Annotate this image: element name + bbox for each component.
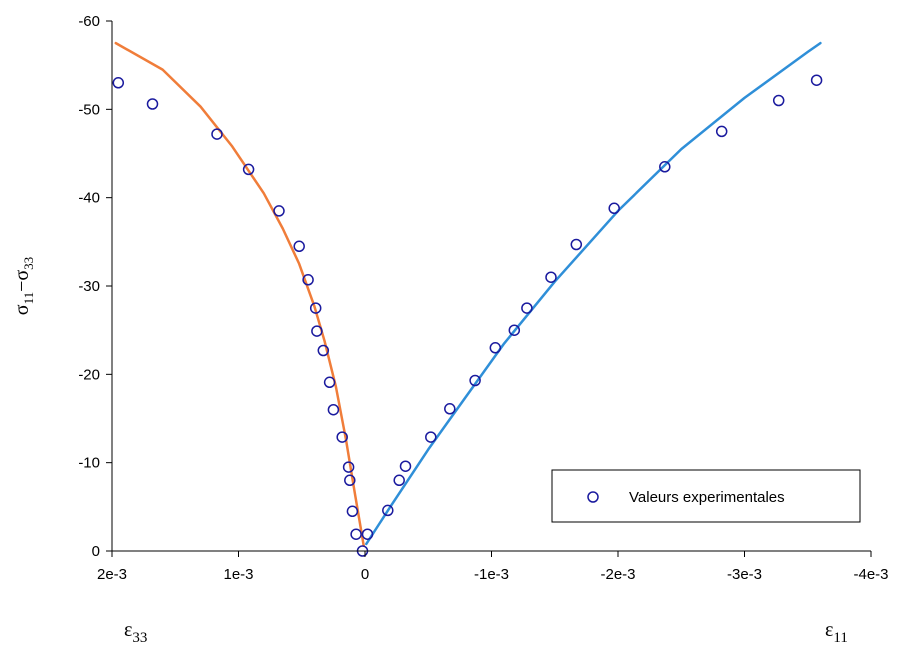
data-point	[659, 161, 671, 173]
x-tick-label: -1e-3	[474, 566, 509, 583]
x-tick-label: 0	[361, 566, 369, 583]
legend-marker	[587, 491, 599, 503]
y-axis-label: σ11−σ33	[11, 257, 36, 315]
data-point	[311, 325, 323, 337]
data-point	[342, 461, 355, 473]
data-point	[346, 505, 359, 518]
y-tick-label: -30	[78, 278, 100, 295]
data-point	[521, 302, 533, 314]
y-ticks: -60 -50 -40 -30 -20 -10 0	[78, 13, 112, 560]
data-point	[508, 324, 521, 336]
data-point	[715, 125, 728, 138]
y-tick-label: -20	[78, 366, 100, 383]
x-tick-label: -3e-3	[727, 566, 762, 583]
data-point	[382, 504, 394, 517]
data-point	[810, 74, 823, 86]
data-point	[393, 474, 405, 487]
model-curve-right	[365, 41, 822, 546]
y-tick-label: -50	[78, 101, 100, 118]
data-point	[112, 77, 125, 89]
data-point	[608, 202, 620, 215]
x-axis-label-left: ε33	[124, 619, 147, 646]
y-tick-label: 0	[92, 543, 100, 560]
y-tick-label: -10	[78, 455, 100, 472]
model-curve-left	[114, 41, 365, 547]
data-point	[242, 163, 255, 176]
data-point	[327, 403, 340, 416]
data-point	[317, 344, 330, 357]
data-point	[344, 474, 356, 487]
x-tick-label: 2e-3	[97, 566, 127, 583]
data-point	[293, 240, 305, 253]
data-point	[425, 431, 437, 443]
x-axis-label-right: ε11	[825, 619, 848, 646]
legend-label: Valeurs experimentales	[629, 489, 785, 506]
data-point	[361, 528, 374, 540]
data-point	[309, 302, 322, 314]
data-point	[570, 238, 583, 251]
data-point	[350, 528, 362, 540]
data-point	[489, 342, 502, 354]
data-point	[399, 460, 412, 472]
data-point	[336, 431, 348, 443]
data-point	[444, 403, 456, 415]
data-point	[273, 205, 285, 217]
data-point	[469, 374, 481, 387]
legend-box	[551, 469, 861, 523]
data-point	[323, 376, 336, 389]
legend: Valeurs experimentales	[551, 469, 861, 523]
data-point	[302, 274, 314, 286]
data-point	[146, 98, 159, 110]
data-point	[545, 271, 557, 283]
x-tick-label: -4e-3	[853, 566, 888, 583]
y-tick-label: -60	[78, 13, 100, 30]
x-tick-label: 1e-3	[223, 566, 253, 583]
data-point	[772, 94, 785, 107]
x-tick-label: -2e-3	[600, 566, 635, 583]
plot-markers	[112, 74, 823, 557]
y-tick-label: -40	[78, 190, 100, 207]
data-point	[211, 128, 223, 140]
x-ticks: 2e-3 1e-3 0 -1e-3 -2e-3 -3e-3 -4e-3	[97, 551, 889, 583]
